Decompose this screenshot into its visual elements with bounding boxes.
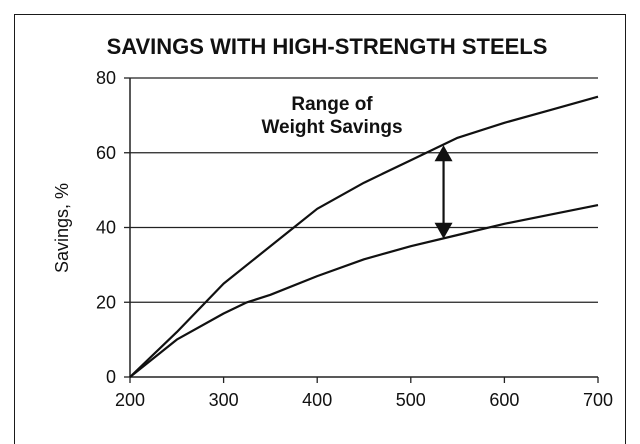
y-tick-label: 0 bbox=[106, 367, 116, 387]
annotation-text: Weight Savings bbox=[261, 117, 402, 138]
series-line-2 bbox=[129, 204, 599, 378]
range-arrow-head-up bbox=[434, 145, 453, 162]
axis-layer: 0 20 40 60 80 200 300 400 500 600 700 bbox=[96, 68, 613, 410]
y-tick-label: 40 bbox=[96, 218, 116, 238]
chart-title: SAVINGS WITH HIGH-STRENGTH STEELS bbox=[107, 34, 548, 59]
series-line-1 bbox=[129, 95, 599, 378]
x-tick-label: 700 bbox=[583, 390, 613, 410]
chart: SAVINGS WITH HIGH-STRENGTH STEELS Saving… bbox=[52, 34, 613, 410]
x-tick-label: 300 bbox=[209, 390, 239, 410]
x-tick-label: 500 bbox=[396, 390, 426, 410]
x-tick-label: 600 bbox=[489, 390, 519, 410]
annotation-text: Range of bbox=[291, 94, 373, 115]
series-layer bbox=[129, 95, 599, 378]
x-tick-label: 200 bbox=[115, 390, 145, 410]
y-axis-label: Savings, % bbox=[52, 183, 72, 273]
y-tick-label: 60 bbox=[96, 143, 116, 163]
y-tick-label: 80 bbox=[96, 68, 116, 88]
grid-layer bbox=[130, 77, 598, 303]
y-tick-label: 20 bbox=[96, 292, 116, 312]
chart-frame bbox=[14, 14, 626, 444]
x-tick-label: 400 bbox=[302, 390, 332, 410]
range-arrow-head-down bbox=[434, 222, 453, 239]
